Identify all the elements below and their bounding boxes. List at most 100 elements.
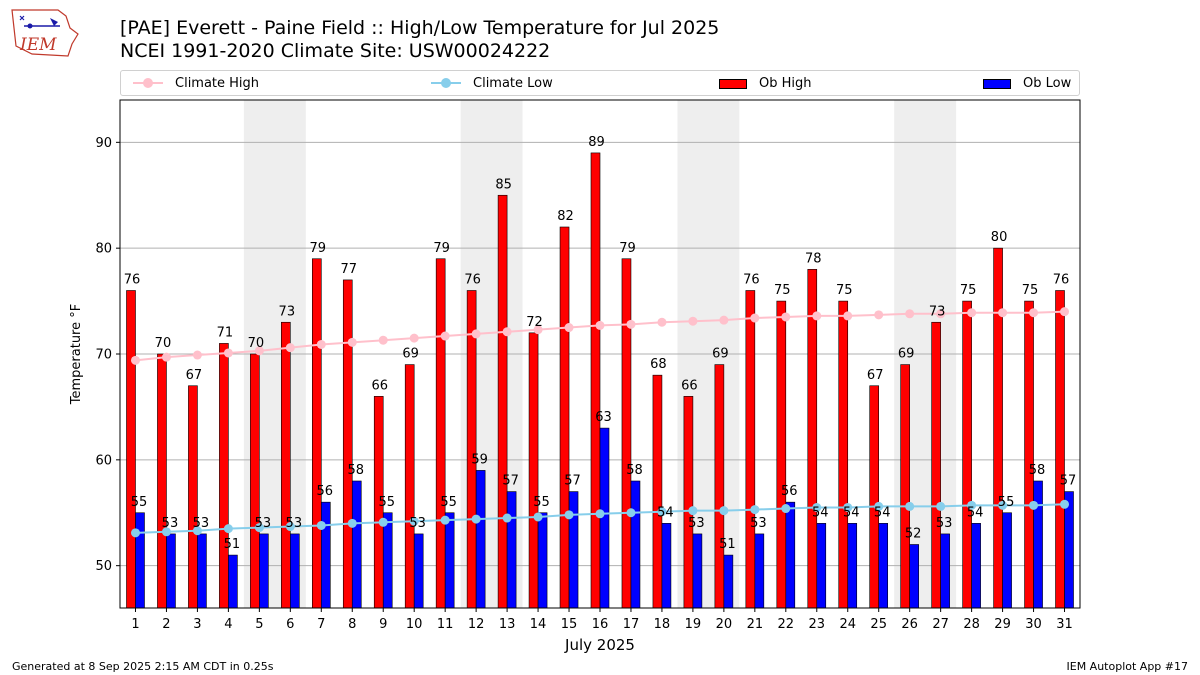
point-climate-low-21 (750, 505, 760, 515)
bar-ob-low-1 (135, 512, 145, 609)
data-label-ob-high-4: 71 (217, 325, 234, 340)
y-tick-label-90: 90 (95, 136, 112, 151)
point-climate-high-30 (1029, 308, 1039, 318)
x-tick-label-13: 13 (499, 617, 516, 632)
point-climate-high-28 (967, 308, 977, 318)
bar-ob-high-9 (373, 396, 384, 609)
bar-ob-low-28 (971, 523, 981, 609)
data-label-ob-high-10: 69 (402, 347, 419, 362)
line-climate-high (135, 310, 1065, 362)
point-climate-high-21 (750, 313, 760, 323)
data-label-ob-high-31: 76 (1053, 273, 1070, 288)
data-label-ob-low-26: 52 (905, 527, 922, 542)
bar-ob-high-24 (838, 300, 849, 609)
point-climate-high-31 (1060, 307, 1070, 317)
data-label-ob-low-8: 58 (347, 463, 364, 478)
data-label-ob-low-15: 57 (564, 474, 581, 489)
x-tick-label-4: 4 (224, 617, 232, 632)
point-climate-low-9 (378, 517, 388, 527)
point-climate-high-9 (378, 335, 388, 345)
point-climate-high-13 (502, 327, 512, 337)
point-climate-low-14 (533, 512, 543, 522)
bar-ob-high-1 (126, 290, 136, 609)
legend-marker-climate-high (133, 77, 163, 89)
data-label-ob-low-24: 54 (843, 505, 860, 520)
data-label-ob-low-25: 54 (874, 505, 891, 520)
point-climate-low-6 (285, 522, 295, 532)
data-label-ob-low-6: 53 (286, 516, 303, 531)
bar-ob-low-10 (413, 533, 424, 609)
x-tick-label-31: 31 (1056, 617, 1073, 632)
point-climate-low-27 (936, 501, 946, 511)
x-tick-label-15: 15 (561, 617, 578, 632)
point-climate-low-7 (316, 520, 326, 530)
data-label-ob-low-14: 55 (533, 495, 550, 510)
legend-item-climate-low: Climate Low (431, 71, 553, 95)
bar-ob-low-19 (692, 533, 703, 609)
bar-ob-high-31 (1055, 290, 1065, 609)
point-climate-low-24 (843, 502, 853, 512)
bar-ob-low-11 (444, 512, 455, 609)
data-label-ob-high-27: 73 (929, 304, 946, 319)
legend-label-climate-high: Climate High (175, 75, 260, 91)
chart-subtitle: NCEI 1991-2020 Climate Site: USW00024222 (120, 40, 551, 62)
point-climate-low-28 (967, 500, 977, 510)
bar-ob-high-21 (745, 290, 756, 609)
data-label-ob-low-7: 56 (317, 484, 334, 499)
point-climate-high-6 (285, 343, 295, 353)
data-label-ob-high-14: 72 (526, 315, 543, 330)
point-climate-low-20 (719, 506, 729, 516)
legend-item-climate-high: Climate High (133, 71, 259, 95)
point-climate-high-4 (223, 348, 233, 358)
bar-ob-low-21 (754, 533, 765, 609)
data-label-ob-high-20: 69 (712, 347, 729, 362)
weekend-shade-2 (460, 100, 523, 608)
point-climate-low-29 (998, 500, 1008, 510)
line-climate-low (135, 503, 1065, 534)
bar-ob-low-8 (351, 480, 362, 609)
point-climate-high-12 (471, 329, 481, 339)
bar-ob-high-23 (807, 269, 818, 609)
data-label-ob-high-7: 79 (310, 241, 327, 256)
bar-ob-high-16 (590, 152, 601, 609)
x-tick-label-2: 2 (162, 617, 170, 632)
point-climate-low-26 (905, 501, 915, 511)
bar-ob-high-20 (714, 364, 725, 609)
data-label-ob-low-22: 56 (781, 484, 798, 499)
data-label-ob-low-1: 55 (131, 495, 148, 510)
point-climate-high-29 (998, 308, 1008, 318)
bar-ob-low-15 (568, 491, 579, 609)
data-label-ob-high-6: 73 (279, 304, 296, 319)
point-climate-low-8 (347, 518, 357, 528)
x-tick-label-18: 18 (654, 617, 671, 632)
x-tick-label-17: 17 (623, 617, 640, 632)
data-label-ob-high-3: 67 (186, 368, 203, 383)
bar-ob-low-16 (599, 427, 610, 609)
data-label-ob-high-30: 75 (1022, 283, 1039, 298)
chart-title: [PAE] Everett - Paine Field :: High/Low … (120, 17, 720, 39)
point-climate-low-5 (254, 523, 264, 533)
weekend-shade-3 (677, 100, 740, 608)
data-label-ob-high-26: 69 (898, 347, 915, 362)
point-climate-low-1 (130, 528, 140, 538)
bar-ob-low-5 (259, 533, 269, 609)
iem-logo: IEM (11, 9, 79, 57)
point-climate-low-15 (564, 510, 574, 520)
point-climate-low-4 (223, 524, 233, 534)
point-climate-high-1 (130, 355, 140, 365)
x-tick-label-1: 1 (131, 617, 139, 632)
bar-ob-low-27 (940, 533, 950, 609)
bar-ob-high-14 (528, 332, 539, 609)
legend-marker-climate-low (431, 77, 461, 89)
x-tick-label-10: 10 (406, 617, 423, 632)
bar-ob-low-2 (166, 533, 176, 609)
bar-ob-high-10 (404, 364, 415, 609)
point-climate-low-18 (657, 507, 667, 517)
y-tick-label-60: 60 (95, 453, 112, 468)
legend-item-ob-high: Ob High (719, 71, 812, 95)
point-climate-high-11 (440, 331, 450, 341)
point-climate-low-10 (409, 516, 419, 526)
bar-ob-high-18 (652, 374, 663, 609)
point-climate-high-15 (564, 323, 574, 333)
x-tick-label-5: 5 (255, 617, 263, 632)
